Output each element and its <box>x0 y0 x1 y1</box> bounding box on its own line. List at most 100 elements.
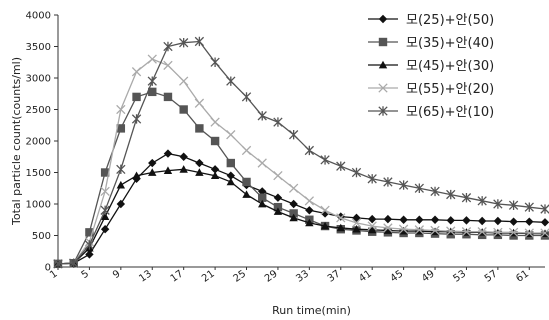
series-line <box>57 152 546 265</box>
data-point <box>477 227 487 237</box>
data-point <box>398 180 409 190</box>
data-point <box>304 196 315 206</box>
data-point <box>210 171 220 180</box>
data-point <box>116 124 126 133</box>
legend: 모(25)+안(50) 모(35)+안(40) 모(45)+안(30) 모(55)+안… <box>368 13 494 120</box>
data-point <box>540 204 549 214</box>
y-axis-title: Total particle count(counts/ml) <box>10 57 23 226</box>
data-point <box>163 60 173 71</box>
data-point <box>242 177 251 187</box>
data-point <box>320 221 330 230</box>
data-point <box>477 216 487 226</box>
data-point <box>320 155 330 165</box>
data-point <box>462 216 471 225</box>
data-point <box>116 180 126 189</box>
legend-item: 모(55)+안(20) <box>368 82 494 97</box>
data-point <box>304 145 315 156</box>
data-point <box>179 76 189 86</box>
data-point <box>446 216 455 225</box>
data-point <box>288 183 299 193</box>
data-point <box>257 111 267 121</box>
data-point <box>179 165 188 173</box>
data-point <box>179 152 188 161</box>
x-tick-label: 9 <box>111 268 123 281</box>
y-tick-label: 3000 <box>26 74 51 85</box>
data-point <box>100 225 110 234</box>
axes: 0 500 1000 1500 2000 2500 3000 3500 4000 1 5 9 13 17 2… <box>10 11 545 317</box>
data-point <box>351 218 362 228</box>
data-point <box>195 158 204 168</box>
data-point <box>415 215 424 224</box>
data-point <box>414 225 424 235</box>
data-point <box>367 221 377 231</box>
data-point <box>336 223 345 232</box>
data-point <box>446 189 456 200</box>
x-axis-title: Run time(min) <box>272 304 351 317</box>
x-tick-label: 29 <box>263 268 280 284</box>
data-point <box>116 104 126 115</box>
data-point <box>525 217 534 226</box>
x-tick-label: 25 <box>231 268 248 284</box>
data-point <box>163 149 173 158</box>
data-point <box>508 200 519 210</box>
data-point <box>210 57 220 67</box>
data-point <box>383 223 393 233</box>
data-point <box>148 158 157 168</box>
data-point <box>493 199 503 209</box>
data-point <box>288 130 299 140</box>
y-tick-label: 500 <box>32 231 51 242</box>
x-tick-label: 5 <box>80 268 92 281</box>
data-point <box>273 193 283 202</box>
legend-label: 모(35)+안(40) <box>406 36 494 51</box>
data-point <box>163 92 173 102</box>
data-point <box>210 117 220 127</box>
data-point <box>461 227 472 237</box>
x-tick-label: 13 <box>137 268 154 284</box>
data-point <box>148 168 157 176</box>
data-point <box>226 177 236 186</box>
series-1 <box>53 149 549 269</box>
data-point <box>367 174 377 184</box>
legend-item: 모(65)+안(10) <box>368 105 494 120</box>
y-tick-label: 3500 <box>26 42 51 53</box>
data-point <box>352 225 361 233</box>
data-point <box>305 206 314 215</box>
x-tick-label: 49 <box>420 268 437 284</box>
data-point <box>194 98 205 108</box>
data-point <box>241 92 252 102</box>
y-tick-label: 1000 <box>26 200 51 211</box>
data-point <box>351 167 362 178</box>
x-tick-label: 21 <box>200 268 217 284</box>
legend-label: 모(55)+안(20) <box>406 82 494 97</box>
x-tick-label: 57 <box>483 268 500 284</box>
data-point <box>493 216 503 226</box>
x-tick-label: 61 <box>514 268 531 284</box>
x-tick-label: 41 <box>357 268 374 284</box>
data-point <box>399 215 408 224</box>
data-point <box>540 218 549 227</box>
y-tick-label: 2000 <box>26 137 51 148</box>
data-point <box>226 130 236 140</box>
data-point <box>131 67 142 77</box>
data-point <box>85 250 94 259</box>
data-point <box>258 193 267 202</box>
data-point <box>100 212 110 220</box>
data-point <box>508 227 519 238</box>
data-point <box>195 124 204 133</box>
series-plot <box>53 36 549 269</box>
legend-marker <box>378 83 388 93</box>
legend-marker <box>378 14 388 24</box>
data-point <box>85 228 94 237</box>
y-tick-label: 4000 <box>26 11 51 22</box>
y-tick-label: 1500 <box>26 168 51 179</box>
legend-item: 모(35)+안(40) <box>368 36 494 51</box>
y-tick-label: 0 <box>45 263 51 274</box>
data-point <box>132 92 141 102</box>
data-point <box>195 168 204 176</box>
data-point <box>53 259 63 269</box>
data-point <box>461 193 472 203</box>
data-point <box>116 199 126 209</box>
data-point <box>414 183 424 193</box>
data-point <box>273 207 283 215</box>
data-point <box>116 164 126 175</box>
